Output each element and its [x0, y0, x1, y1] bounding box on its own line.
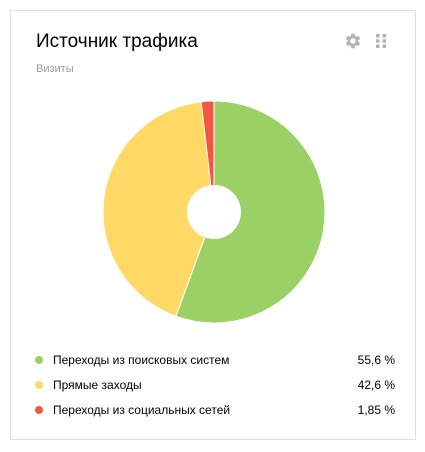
legend-value: 42,6 %: [357, 377, 395, 392]
legend-label: Переходы из поисковых систем: [53, 352, 230, 367]
drag-handle-button[interactable]: [371, 31, 391, 51]
legend-label: Прямые заходы: [53, 377, 142, 392]
legend-color-dot: [35, 380, 43, 389]
donut-hole: [187, 185, 241, 239]
pie-slice-2[interactable]: [102, 101, 215, 317]
legend-item[interactable]: Переходы из социальных сетей 1,85 %: [35, 397, 395, 422]
traffic-source-widget: Источник трафика Визиты Переходы из поис…: [10, 10, 416, 440]
donut-chart: [94, 92, 334, 332]
drag-handle-icon: [376, 34, 386, 48]
settings-button[interactable]: [343, 31, 363, 51]
legend-value: 55,6 %: [357, 352, 395, 367]
widget-toolbar: [343, 31, 391, 51]
legend-label: Переходы из социальных сетей: [53, 402, 231, 417]
legend-value: 1,85 %: [357, 402, 395, 417]
donut-chart-svg: [102, 100, 326, 324]
chart-legend: Переходы из поисковых систем 55,6 % Прямые…: [35, 347, 395, 422]
widget-title: Источник трафика: [36, 31, 198, 52]
pie-slice-3[interactable]: [200, 100, 215, 213]
legend-color-dot: [35, 355, 43, 364]
widget-subtitle: Визиты: [36, 63, 74, 75]
legend-item[interactable]: Переходы из поисковых систем 55,6 %: [35, 347, 395, 372]
gear-icon: [345, 33, 361, 49]
legend-item[interactable]: Прямые заходы 42,6 %: [35, 372, 395, 397]
legend-color-dot: [35, 405, 43, 414]
pie-slice-1[interactable]: [175, 100, 326, 324]
